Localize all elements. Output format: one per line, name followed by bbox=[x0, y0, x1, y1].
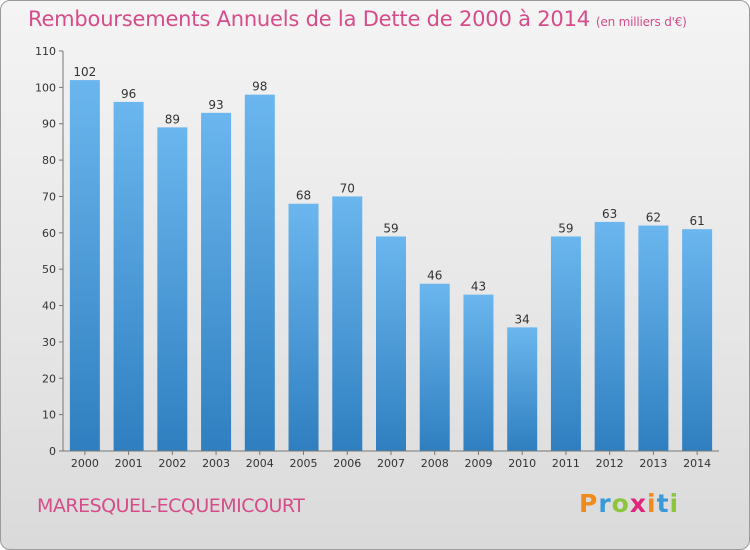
chart-title-text: Remboursements Annuels de la Dette de 20… bbox=[28, 7, 590, 31]
bar-value-label: 102 bbox=[73, 65, 96, 79]
bar-2014 bbox=[682, 229, 713, 451]
x-tick-label: 2002 bbox=[158, 457, 186, 470]
bar-value-label: 68 bbox=[296, 189, 311, 203]
bar-2013 bbox=[638, 225, 669, 451]
y-tick-label: 110 bbox=[35, 45, 56, 58]
bar-2005 bbox=[288, 203, 319, 451]
bar-value-label: 43 bbox=[471, 280, 486, 294]
bar-value-label: 93 bbox=[208, 98, 223, 112]
logo-letter: o bbox=[611, 489, 630, 518]
y-tick-label: 70 bbox=[42, 190, 56, 203]
x-tick-label: 2005 bbox=[290, 457, 318, 470]
y-tick-label: 30 bbox=[42, 336, 56, 349]
bar-2009 bbox=[463, 294, 494, 451]
x-tick-label: 2011 bbox=[552, 457, 580, 470]
bar-2010 bbox=[507, 327, 538, 451]
y-tick-label: 100 bbox=[35, 81, 56, 94]
bar-2006 bbox=[332, 196, 363, 451]
bar-value-label: 34 bbox=[515, 312, 530, 326]
x-tick-label: 2003 bbox=[202, 457, 230, 470]
x-axis: 2000 2001 2002 2003 2004 2005 2006 2007 2008 2009… bbox=[63, 450, 719, 470]
bar-2002 bbox=[157, 127, 188, 451]
y-tick-label: 0 bbox=[49, 445, 56, 458]
bar-value-label: 96 bbox=[121, 87, 136, 101]
logo-letter: i bbox=[669, 489, 680, 518]
logo-letter: x bbox=[629, 489, 647, 518]
x-tick-label: 2013 bbox=[639, 457, 667, 470]
logo-letter: P bbox=[579, 489, 599, 518]
chart-title: Remboursements Annuels de la Dette de 20… bbox=[28, 7, 687, 31]
y-tick-label: 90 bbox=[42, 118, 56, 131]
y-tick-label: 20 bbox=[42, 372, 56, 385]
bar-value-label: 62 bbox=[646, 211, 661, 225]
bar-2011 bbox=[550, 236, 581, 451]
x-tick-label: 2009 bbox=[464, 457, 492, 470]
logo-letter: r bbox=[598, 489, 612, 518]
bar-value-label: 70 bbox=[340, 181, 355, 195]
x-tick-label: 2004 bbox=[246, 457, 274, 470]
bar-2008 bbox=[419, 283, 450, 451]
bar-2012 bbox=[594, 221, 625, 451]
logo-letter: t bbox=[656, 489, 670, 518]
x-tick-label: 2007 bbox=[377, 457, 405, 470]
proxiti-logo: Proxiti bbox=[579, 489, 679, 518]
bar-2007 bbox=[376, 236, 406, 451]
x-tick-label: 2014 bbox=[683, 457, 711, 470]
bars: 102 96 89 93 98 68 70 59 46 43 34 59 63 62 61 bbox=[69, 65, 713, 452]
bar-value-label: 59 bbox=[383, 221, 398, 235]
y-tick-label: 80 bbox=[42, 154, 56, 167]
x-tick-label: 2001 bbox=[115, 457, 143, 470]
x-tick-label: 2008 bbox=[421, 457, 449, 470]
bar-2004 bbox=[244, 94, 275, 452]
logo-letter: i bbox=[647, 489, 657, 518]
bar-value-label: 59 bbox=[558, 221, 573, 235]
bar-2001 bbox=[113, 101, 144, 451]
unit-note: (en milliers d'€) bbox=[595, 15, 687, 29]
x-tick-label: 2010 bbox=[508, 457, 536, 470]
y-axis: 0 10 20 30 40 50 60 70 80 90 100 110 bbox=[35, 45, 64, 458]
bar-value-label: 89 bbox=[165, 112, 180, 126]
y-tick-label: 60 bbox=[42, 227, 56, 240]
x-tick-label: 2012 bbox=[596, 457, 624, 470]
bar-value-label: 63 bbox=[602, 207, 617, 221]
bar-value-label: 98 bbox=[252, 80, 267, 94]
y-tick-label: 10 bbox=[42, 409, 56, 422]
bar-value-label: 46 bbox=[427, 269, 442, 283]
x-tick-label: 2000 bbox=[71, 457, 99, 470]
y-tick-label: 50 bbox=[42, 263, 56, 276]
commune-name: MARESQUEL-ECQUEMICOURT bbox=[37, 495, 305, 517]
bar-value-label: 61 bbox=[689, 214, 704, 228]
bar-2003 bbox=[201, 112, 232, 452]
y-tick-label: 40 bbox=[42, 300, 56, 313]
bar-2000 bbox=[69, 80, 100, 451]
x-tick-label: 2006 bbox=[333, 457, 361, 470]
